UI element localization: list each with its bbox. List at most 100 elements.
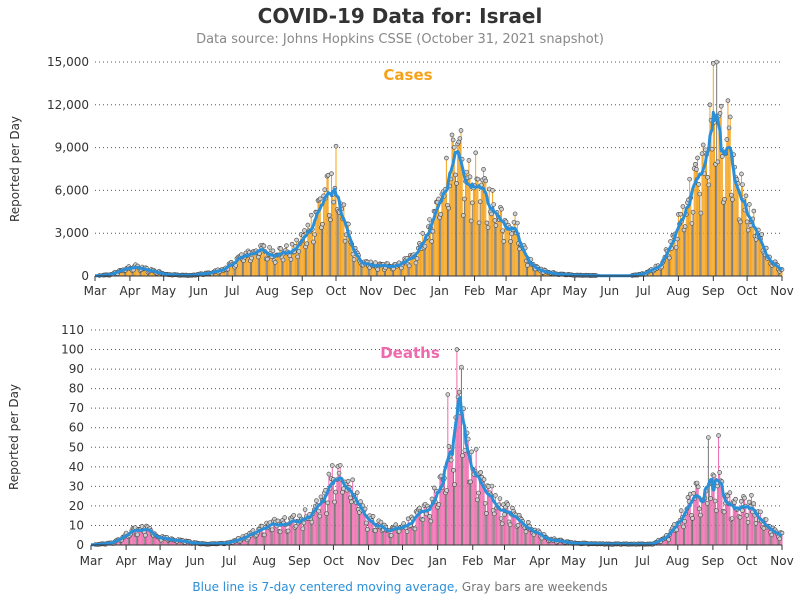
- bar: [477, 493, 479, 545]
- bar: [412, 518, 414, 545]
- bar: [314, 234, 316, 276]
- bar: [258, 253, 260, 276]
- bar: [730, 519, 732, 545]
- bar: [673, 524, 675, 545]
- bar: [425, 513, 427, 545]
- bar: [222, 270, 224, 276]
- bar: [136, 266, 138, 276]
- bar: [470, 220, 472, 276]
- bar: [493, 204, 495, 276]
- data-point: [720, 154, 725, 159]
- data-point: [484, 511, 489, 516]
- data-point: [448, 457, 454, 463]
- x-tick-label: Jul: [634, 554, 649, 568]
- bar: [327, 175, 329, 276]
- data-point: [345, 478, 351, 484]
- data-point: [704, 501, 710, 506]
- bar: [345, 234, 347, 276]
- bar: [446, 490, 448, 545]
- bar: [475, 152, 477, 276]
- bar: [763, 528, 765, 545]
- bar: [284, 250, 286, 276]
- bar: [665, 249, 667, 276]
- x-tick-label: Oct: [737, 284, 758, 298]
- bar: [710, 120, 712, 276]
- bar: [709, 104, 711, 276]
- bar: [441, 194, 443, 276]
- bar: [369, 515, 371, 545]
- bar: [315, 212, 317, 276]
- bar: [356, 492, 358, 545]
- bar: [484, 178, 486, 276]
- bar: [380, 522, 382, 545]
- bar: [660, 267, 662, 276]
- bar: [695, 169, 697, 276]
- bar: [381, 264, 383, 276]
- bar: [344, 241, 346, 276]
- bar: [753, 211, 755, 276]
- bar: [698, 508, 700, 545]
- data-point: [490, 188, 495, 193]
- data-point: [477, 199, 483, 205]
- bar: [245, 252, 247, 276]
- data-point: [512, 211, 518, 217]
- data-point: [502, 512, 507, 517]
- bar: [302, 528, 304, 545]
- bar: [762, 527, 764, 545]
- bar: [664, 538, 666, 545]
- moving-average-line: [90, 396, 783, 547]
- bar: [123, 537, 125, 545]
- data-point: [429, 239, 435, 244]
- bar: [749, 506, 751, 545]
- data-point: [460, 213, 466, 218]
- bar: [747, 230, 749, 276]
- bar: [671, 528, 673, 545]
- data-point: [337, 462, 343, 468]
- bar: [334, 188, 336, 276]
- bar: [525, 260, 527, 276]
- bar: [424, 246, 426, 276]
- bar: [680, 510, 682, 545]
- bar: [434, 211, 436, 276]
- bar: [739, 517, 741, 545]
- bar: [271, 256, 273, 276]
- bar: [509, 524, 511, 545]
- bar: [349, 232, 351, 276]
- bar: [479, 201, 481, 276]
- bar: [721, 156, 723, 276]
- bar: [752, 218, 754, 276]
- bar: [747, 522, 749, 545]
- bar: [495, 225, 497, 276]
- bar: [488, 486, 490, 545]
- bar: [140, 529, 142, 545]
- x-tick-label: Jun: [599, 284, 619, 298]
- bar: [257, 532, 259, 545]
- bar: [690, 197, 692, 276]
- bar: [126, 536, 128, 545]
- footnote-average-note: Blue line is 7-day centered moving avera…: [192, 580, 459, 594]
- bar: [688, 199, 690, 276]
- bar: [240, 254, 242, 276]
- bar: [404, 526, 406, 545]
- bar: [686, 508, 688, 545]
- data-point: [269, 527, 275, 533]
- bar: [430, 521, 432, 545]
- data-point: [700, 142, 706, 148]
- data-point: [378, 519, 384, 525]
- bar: [438, 504, 440, 545]
- bar: [403, 262, 405, 276]
- data-point: [743, 193, 749, 199]
- data-point: [308, 212, 314, 218]
- data-point: [745, 227, 751, 233]
- bar: [269, 247, 271, 276]
- bar: [323, 493, 325, 545]
- bar: [151, 534, 153, 545]
- bar: [735, 177, 737, 276]
- bar: [352, 254, 354, 276]
- data-point: [326, 471, 332, 477]
- data-point: [690, 516, 695, 521]
- bar: [117, 539, 119, 545]
- bar: [754, 515, 756, 545]
- bar: [697, 157, 699, 276]
- bar: [691, 223, 693, 276]
